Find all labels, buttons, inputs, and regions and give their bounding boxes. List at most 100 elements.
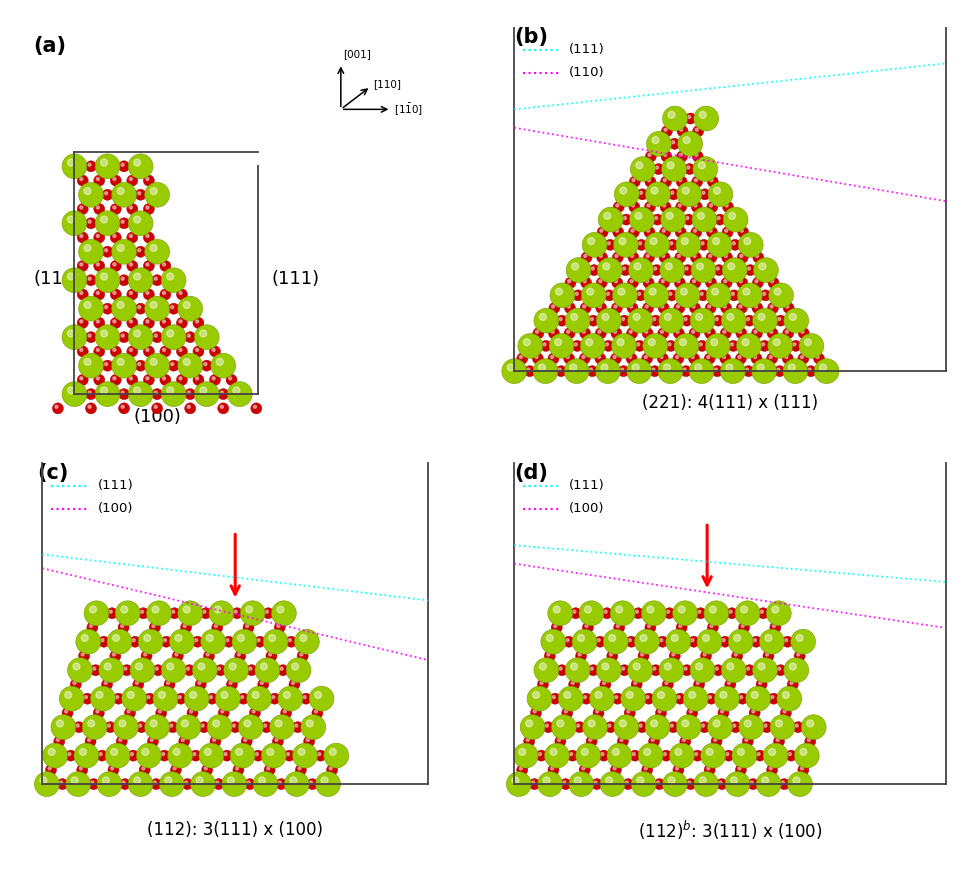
Circle shape [661, 305, 663, 308]
Circle shape [661, 176, 671, 188]
Circle shape [519, 767, 522, 770]
Circle shape [550, 749, 557, 756]
Circle shape [246, 665, 257, 676]
Circle shape [162, 658, 186, 683]
Circle shape [709, 254, 711, 258]
Circle shape [604, 212, 611, 220]
Circle shape [772, 624, 775, 628]
Circle shape [78, 651, 89, 661]
Circle shape [109, 610, 113, 613]
Circle shape [280, 667, 283, 670]
Circle shape [555, 736, 565, 747]
Circle shape [769, 767, 772, 770]
Circle shape [768, 283, 794, 308]
Circle shape [770, 280, 773, 283]
Circle shape [154, 277, 157, 280]
Circle shape [105, 192, 108, 195]
Circle shape [105, 249, 108, 252]
Circle shape [89, 624, 92, 628]
Circle shape [786, 750, 797, 761]
Circle shape [798, 765, 808, 775]
Circle shape [85, 218, 96, 228]
Circle shape [673, 328, 684, 339]
Circle shape [293, 743, 318, 768]
Circle shape [128, 268, 153, 292]
Circle shape [784, 658, 808, 683]
Circle shape [789, 663, 796, 670]
Circle shape [146, 320, 149, 323]
Circle shape [563, 781, 565, 784]
Circle shape [275, 779, 286, 789]
Circle shape [658, 359, 683, 383]
Circle shape [141, 651, 152, 661]
Circle shape [79, 320, 83, 323]
Circle shape [574, 777, 581, 784]
Circle shape [548, 765, 559, 775]
Circle shape [651, 720, 658, 727]
Circle shape [576, 724, 579, 727]
Circle shape [565, 308, 590, 333]
Circle shape [126, 317, 138, 328]
Circle shape [183, 358, 190, 365]
Circle shape [636, 239, 647, 251]
Circle shape [77, 317, 88, 328]
Circle shape [153, 665, 164, 676]
Circle shape [611, 601, 635, 626]
Circle shape [723, 750, 734, 761]
Circle shape [519, 356, 522, 358]
Circle shape [659, 658, 684, 683]
Circle shape [701, 651, 711, 661]
Circle shape [68, 159, 74, 166]
Circle shape [250, 708, 261, 718]
Circle shape [674, 693, 686, 704]
Circle shape [713, 187, 720, 194]
Circle shape [708, 715, 732, 740]
Circle shape [626, 353, 637, 364]
Circle shape [692, 330, 695, 333]
Circle shape [216, 781, 219, 784]
Circle shape [735, 601, 760, 626]
Circle shape [304, 736, 315, 747]
Circle shape [84, 601, 109, 626]
Circle shape [187, 391, 190, 394]
Circle shape [133, 777, 140, 784]
Circle shape [212, 377, 216, 380]
Circle shape [252, 709, 255, 713]
Circle shape [102, 303, 113, 314]
Circle shape [706, 252, 717, 263]
Circle shape [201, 360, 213, 372]
Circle shape [105, 306, 108, 308]
Circle shape [229, 722, 241, 733]
Circle shape [79, 235, 83, 237]
Circle shape [695, 153, 698, 156]
Circle shape [694, 204, 697, 207]
Circle shape [143, 289, 155, 300]
Circle shape [198, 663, 205, 670]
Circle shape [690, 658, 715, 683]
Circle shape [714, 368, 717, 372]
Circle shape [525, 720, 532, 727]
Circle shape [801, 767, 804, 770]
Circle shape [679, 339, 686, 346]
Circle shape [128, 211, 153, 236]
Circle shape [534, 658, 559, 683]
Circle shape [184, 403, 196, 414]
Circle shape [766, 765, 778, 775]
Circle shape [661, 750, 671, 761]
Circle shape [132, 638, 135, 642]
Circle shape [295, 724, 298, 727]
Circle shape [654, 267, 657, 270]
Circle shape [169, 303, 179, 314]
Circle shape [649, 288, 657, 295]
Circle shape [631, 204, 634, 207]
Circle shape [644, 227, 655, 237]
Circle shape [254, 405, 257, 408]
Circle shape [551, 356, 554, 358]
Circle shape [119, 403, 129, 414]
Circle shape [732, 242, 735, 244]
Circle shape [96, 178, 99, 180]
Circle shape [616, 624, 619, 628]
Circle shape [754, 330, 758, 333]
Circle shape [759, 263, 766, 270]
Circle shape [111, 204, 122, 214]
